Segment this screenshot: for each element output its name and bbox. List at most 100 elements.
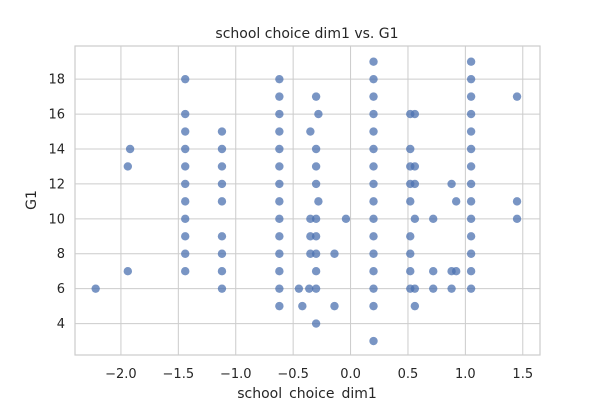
data-point bbox=[369, 57, 378, 66]
data-point bbox=[369, 144, 378, 154]
data-point bbox=[123, 267, 133, 276]
data-point bbox=[369, 284, 378, 293]
data-point bbox=[314, 197, 323, 206]
data-point bbox=[275, 162, 284, 171]
data-point bbox=[275, 301, 284, 311]
data-point bbox=[311, 214, 321, 224]
data-point bbox=[451, 267, 461, 276]
data-point bbox=[429, 214, 438, 224]
data-point bbox=[369, 109, 378, 119]
data-point bbox=[466, 109, 476, 119]
data-point bbox=[275, 92, 284, 101]
data-point bbox=[466, 249, 476, 258]
data-point bbox=[369, 162, 378, 171]
data-point bbox=[406, 197, 415, 206]
data-point bbox=[369, 267, 378, 276]
data-point bbox=[466, 179, 476, 189]
data-point bbox=[125, 144, 135, 154]
data-point bbox=[217, 232, 227, 241]
data-point bbox=[466, 232, 476, 241]
data-point bbox=[447, 179, 456, 189]
data-point bbox=[181, 74, 190, 84]
data-point bbox=[181, 197, 190, 206]
x-axis-label: school_choice_dim1 bbox=[237, 386, 377, 400]
data-point bbox=[217, 162, 227, 171]
data-point bbox=[341, 214, 351, 224]
data-point bbox=[311, 249, 321, 258]
data-point bbox=[311, 162, 321, 171]
data-point bbox=[369, 249, 378, 258]
y-tick-label: 16 bbox=[48, 108, 65, 123]
data-point bbox=[451, 197, 461, 206]
chart-title: school choice dim1 vs. G1 bbox=[215, 26, 398, 42]
data-point bbox=[181, 109, 190, 119]
data-point bbox=[406, 267, 415, 276]
data-point bbox=[275, 197, 284, 206]
data-point bbox=[217, 179, 227, 189]
x-tick-label: −1.0 bbox=[220, 367, 252, 382]
data-point bbox=[275, 109, 284, 119]
data-point bbox=[466, 197, 476, 206]
data-point bbox=[275, 127, 284, 136]
data-point bbox=[306, 249, 315, 258]
data-point bbox=[217, 249, 227, 258]
data-point bbox=[305, 284, 314, 293]
data-point bbox=[217, 197, 227, 206]
data-point bbox=[330, 301, 339, 311]
data-point bbox=[466, 214, 476, 224]
data-point bbox=[311, 284, 321, 293]
data-point bbox=[311, 144, 321, 154]
data-point bbox=[410, 301, 420, 311]
data-point bbox=[123, 162, 133, 171]
data-point bbox=[217, 127, 227, 136]
data-point bbox=[275, 74, 284, 84]
data-point bbox=[275, 214, 284, 224]
x-tick-label: 0.0 bbox=[340, 367, 361, 382]
data-point bbox=[410, 214, 420, 224]
data-point bbox=[275, 179, 284, 189]
data-point bbox=[466, 92, 476, 101]
data-point bbox=[314, 109, 323, 119]
scatter-points bbox=[91, 57, 522, 346]
y-tick-label: 10 bbox=[48, 212, 65, 227]
data-point bbox=[466, 267, 476, 276]
data-point bbox=[466, 284, 476, 293]
data-point bbox=[466, 127, 476, 136]
data-point bbox=[275, 144, 284, 154]
data-point bbox=[181, 162, 190, 171]
x-tick-label: −2.0 bbox=[105, 367, 137, 382]
data-point bbox=[181, 214, 190, 224]
data-point bbox=[275, 232, 284, 241]
data-point bbox=[466, 74, 476, 84]
data-point bbox=[181, 127, 190, 136]
y-tick-label: 14 bbox=[48, 143, 65, 158]
data-point bbox=[181, 267, 190, 276]
data-point bbox=[181, 144, 190, 154]
data-point bbox=[466, 162, 476, 171]
data-point bbox=[369, 74, 378, 84]
y-tick-label: 12 bbox=[48, 177, 65, 192]
data-point bbox=[306, 214, 315, 224]
y-axis-label: G1 bbox=[24, 190, 40, 210]
data-point bbox=[512, 214, 522, 224]
data-point bbox=[217, 267, 227, 276]
data-point bbox=[91, 284, 100, 293]
data-point bbox=[181, 232, 190, 241]
data-point bbox=[466, 57, 476, 66]
y-tick-label: 18 bbox=[48, 73, 65, 88]
data-point bbox=[311, 232, 321, 241]
data-point bbox=[410, 162, 420, 171]
y-tick-labels: 4 6 8 10 12 14 16 18 bbox=[48, 73, 65, 332]
data-point bbox=[311, 319, 321, 328]
data-point bbox=[369, 179, 378, 189]
data-point bbox=[410, 109, 420, 119]
data-point bbox=[429, 267, 438, 276]
data-point bbox=[275, 267, 284, 276]
data-point bbox=[369, 197, 378, 206]
data-point bbox=[406, 232, 415, 241]
y-tick-label: 4 bbox=[57, 317, 65, 332]
x-tick-labels: −2.0 −1.5 −1.0 −0.5 0.0 0.5 1.0 1.5 bbox=[105, 367, 533, 382]
data-point bbox=[181, 249, 190, 258]
